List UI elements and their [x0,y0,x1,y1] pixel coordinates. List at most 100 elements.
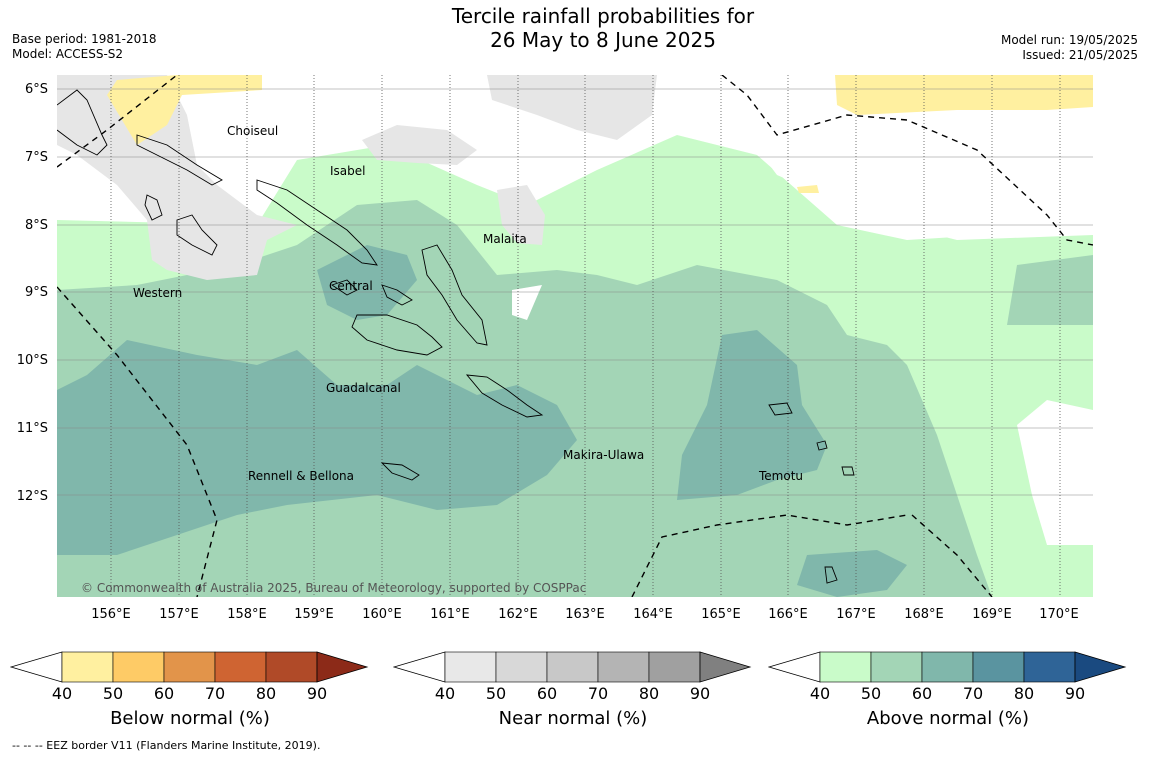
cbar-above-tick-60: 60 [911,684,933,703]
makira-coast [465,374,544,418]
above-60-west [57,340,577,555]
title-line-2: 26 May to 8 June 2025 [490,28,716,52]
lat-label-6s: 6°S [24,82,48,97]
eez-borders [57,75,1093,597]
isabel-coast [256,179,378,266]
small-island-se [824,566,838,584]
colorbar-extend-low [768,651,821,683]
lat-label-10s: 10°S [16,353,48,368]
temotu-vanikoro [816,440,828,451]
base-period: Base period: 1981-2018 [12,32,157,46]
lon-label-169e: 169°E [972,607,1012,622]
colorbar-extend-low [10,651,63,683]
colorbar-cell [648,651,701,683]
guadalcanal-coast [351,314,443,356]
colorbar-cell [214,651,267,683]
cbar-near-tick-80: 80 [638,684,660,703]
cbar-below-tick-70: 70 [204,684,226,703]
eez-legend-note: -- -- -- EEZ border V11 (Flanders Marine… [12,739,321,752]
colorbar-extend-low [393,651,446,683]
lon-label-159e: 159°E [294,607,334,622]
colorbar-extend-high [1074,651,1127,683]
new-georgia-coast [176,214,218,256]
lat-label-9s: 9°S [24,285,48,300]
cbar-near-tick-60: 60 [536,684,558,703]
above-60-east [677,330,827,500]
lat-label-12s: 12°S [16,489,48,504]
model-run: Model run: 19/05/2025 [1000,33,1138,47]
cbar-above-tick-90: 90 [1064,684,1086,703]
meta-left: Base period: 1981-2018 Model: ACCESS-S2 [12,32,157,62]
region-label-rennell: Rennell & Bellona [248,469,355,483]
cbar-near-tick-50: 50 [485,684,507,703]
colorbar-cell [1023,651,1076,683]
temotu-utupua [841,466,855,476]
region-label-temotu: Temotu [759,469,804,483]
lon-label-157e: 157°E [159,607,199,622]
lon-label-168e: 168°E [904,607,944,622]
colorbar-cell [112,651,165,683]
colorbar-cell [972,651,1025,683]
russell-islands [381,284,413,306]
colorbar-cell [61,651,114,683]
lon-label-160e: 160°E [362,607,402,622]
cbar-near-tick-90: 90 [689,684,711,703]
colorbar-cell [870,651,923,683]
above-60-central [317,245,417,320]
above-50-east [1007,255,1093,325]
white-region-se [1017,400,1093,545]
lon-label-156e: 156°E [91,607,131,622]
below-normal-nw [107,75,262,145]
region-label-choiseul: Choiseul [227,124,279,138]
colorbar-cell [495,651,548,683]
lon-label-164e: 164°E [633,607,673,622]
region-label-malaita: Malaita [483,232,527,246]
white-region-ne [717,75,1093,240]
lon-label-167e: 167°E [836,607,876,622]
colorbar-cell [444,651,497,683]
colorbar-near-normal [393,651,752,683]
cbar-below-tick-60: 60 [153,684,175,703]
lon-label-165e: 165°E [701,607,741,622]
colorbar-cell [819,651,872,683]
lon-label-161e: 161°E [430,607,470,622]
region-label-guadalcanal: Guadalcanal [326,381,401,395]
colorbar-cell [921,651,974,683]
colorbar-above-normal [768,651,1127,683]
above-60-south [797,550,907,597]
rainfall-probability-map [57,75,1093,597]
temotu-santa-cruz [768,402,793,416]
issued-date: Issued: 21/05/2025 [1022,48,1138,62]
colorbar-extend-high [316,651,369,683]
lon-label-166e: 166°E [768,607,808,622]
cbar-above-tick-80: 80 [1013,684,1035,703]
region-label-western: Western [133,286,183,300]
near-normal-center [362,125,477,165]
lat-label-8s: 8°S [24,218,48,233]
new-georgia-west [144,194,163,221]
map-title: Tercile rainfall probabilities for 26 Ma… [300,4,906,52]
near-normal-north [487,75,657,140]
bougainville-coast [57,89,108,156]
colorbar-cell [546,651,599,683]
below-normal-small [797,185,819,193]
colorbar-title-below: Below normal (%) [110,708,270,729]
colorbar-cell [163,651,216,683]
colorbar-extend-high [699,651,752,683]
below-normal-ne [835,75,1093,115]
cbar-near-tick-70: 70 [587,684,609,703]
near-normal-malaita [497,185,545,245]
cbar-below-tick-50: 50 [102,684,124,703]
meridian-lines [110,75,1061,597]
model-name: Model: ACCESS-S2 [12,47,124,61]
region-label-isabel: Isabel [330,164,366,178]
white-region-sw [512,285,542,320]
colorbar-below-normal [10,651,369,683]
rennell-coast [380,462,420,481]
coastlines [57,89,855,584]
region-label-makira: Makira-Ulawa [563,448,645,462]
region-label-central: Central [329,279,373,293]
colorbar-title-above: Above normal (%) [866,708,1030,729]
colorbar-title-near: Near normal (%) [498,708,648,729]
near-normal-nw [57,75,297,280]
